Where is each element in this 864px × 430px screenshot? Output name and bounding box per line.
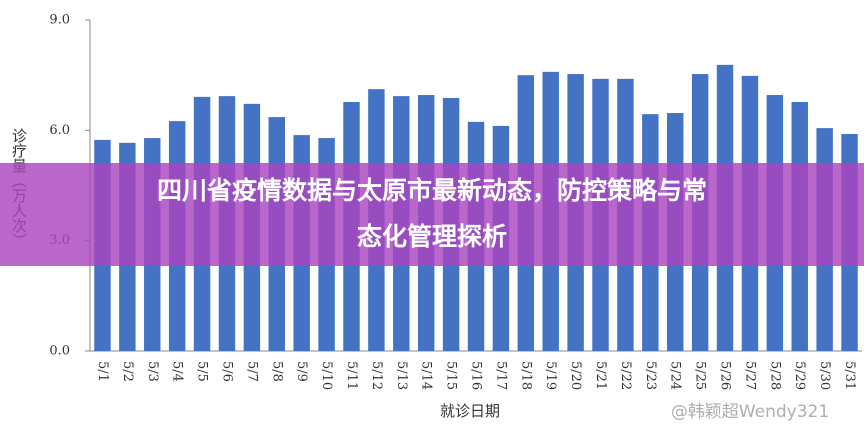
x-tick-label: 5/3 xyxy=(145,361,160,382)
x-tick-label: 5/7 xyxy=(244,361,259,382)
x-tick-label: 5/1 xyxy=(95,361,110,382)
x-tick-label: 5/6 xyxy=(219,361,234,382)
x-tick-label: 5/9 xyxy=(294,361,309,382)
banner-background xyxy=(0,163,864,266)
watermark: @韩颖超Wendy321 xyxy=(671,402,829,422)
x-tick-label: 5/18 xyxy=(518,361,533,390)
x-tick-label: 5/28 xyxy=(767,361,782,390)
x-tick-label: 5/14 xyxy=(419,361,434,390)
x-tick-label: 5/2 xyxy=(120,361,135,382)
x-tick-label: 5/30 xyxy=(817,361,832,390)
x-tick-label: 5/20 xyxy=(568,361,583,390)
x-tick-label: 5/24 xyxy=(668,361,683,390)
x-axis-label: 就诊日期 xyxy=(440,402,500,420)
x-tick-label: 5/22 xyxy=(618,361,633,390)
x-tick-label: 5/5 xyxy=(195,361,210,382)
y-tick-label: 6.0 xyxy=(49,123,70,138)
x-tick-label: 5/4 xyxy=(170,361,185,382)
y-tick-label: 9.0 xyxy=(49,13,70,28)
x-tick-label: 5/8 xyxy=(269,361,284,382)
x-tick-label: 5/15 xyxy=(444,361,459,390)
x-tick-label: 5/16 xyxy=(469,361,484,390)
banner-line: 态化管理探析 xyxy=(357,222,507,251)
banner-line: 四川省疫情数据与太原市最新动态，防控策略与常 xyxy=(157,176,707,205)
x-tick-label: 5/19 xyxy=(543,361,558,390)
x-tick-label: 5/23 xyxy=(643,361,658,390)
x-tick-label: 5/12 xyxy=(369,361,384,390)
x-tick-label: 5/21 xyxy=(593,361,608,390)
y-tick-label: 0.0 xyxy=(49,344,70,359)
x-tick-label: 5/11 xyxy=(344,361,359,390)
x-tick-label: 5/29 xyxy=(792,361,807,390)
x-tick-label: 5/10 xyxy=(319,361,334,390)
x-tick-label: 5/26 xyxy=(718,361,733,390)
x-tick-label: 5/25 xyxy=(693,361,708,390)
x-tick-label: 5/27 xyxy=(742,361,757,390)
x-tick-label: 5/17 xyxy=(493,361,508,390)
x-tick-label: 5/31 xyxy=(842,361,857,390)
x-tick-label: 5/13 xyxy=(394,361,409,390)
